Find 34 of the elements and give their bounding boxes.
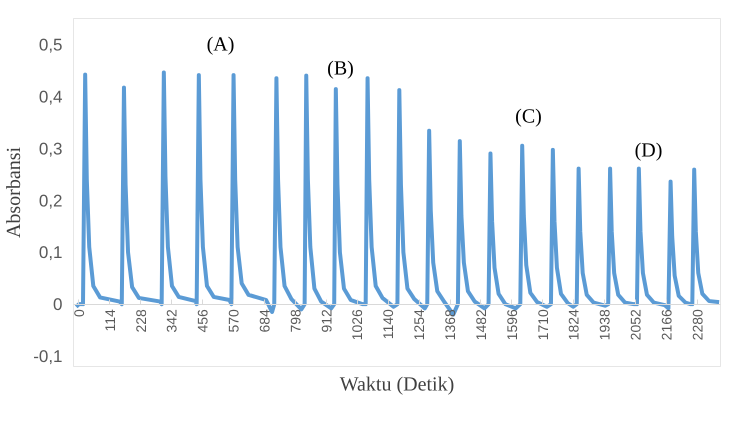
x-tick-label: 912 bbox=[318, 308, 334, 333]
annotation: (B) bbox=[327, 58, 354, 80]
x-tick-label: 0 bbox=[70, 308, 87, 317]
annotation: (A) bbox=[206, 34, 234, 56]
y-tick-label: 0,2 bbox=[38, 191, 63, 210]
y-tick-label: 0,5 bbox=[38, 35, 63, 54]
x-tick-label: 570 bbox=[226, 308, 242, 333]
x-tick-label: 684 bbox=[256, 308, 272, 333]
x-tick-label: 1026 bbox=[349, 308, 366, 340]
x-tick-label: 228 bbox=[132, 308, 149, 333]
x-tick-label: 2052 bbox=[628, 308, 644, 340]
x-tick-label: 114 bbox=[102, 308, 118, 332]
x-tick-label: 342 bbox=[164, 308, 180, 333]
annotation: (C) bbox=[515, 106, 542, 128]
x-tick-label: 456 bbox=[194, 308, 211, 333]
x-axis-title: Waktu (Detik) bbox=[340, 374, 454, 396]
x-tick-label: 798 bbox=[287, 308, 304, 333]
y-axis-title: Absorbansi bbox=[3, 146, 26, 238]
x-tick-label: 1710 bbox=[534, 308, 551, 340]
x-tick-label: 1596 bbox=[504, 308, 520, 340]
y-tick-label: -0,1 bbox=[33, 347, 63, 366]
x-tick-label: 1824 bbox=[566, 308, 582, 340]
x-tick-label: 1140 bbox=[380, 308, 396, 340]
x-tick-label: 2280 bbox=[689, 308, 706, 340]
y-tick-label: 0,1 bbox=[38, 243, 63, 262]
x-tick-label: 1938 bbox=[596, 308, 613, 340]
y-tick-label: 0,4 bbox=[38, 87, 63, 106]
x-tick-label: 1368 bbox=[442, 308, 458, 340]
x-tick-label: 1482 bbox=[472, 308, 489, 340]
x-tick-label: 1254 bbox=[411, 308, 428, 340]
y-tick-label: 0 bbox=[53, 295, 63, 314]
annotation: (D) bbox=[634, 140, 662, 162]
x-tick-label: 2166 bbox=[658, 308, 675, 340]
y-tick-label: 0,3 bbox=[38, 139, 63, 158]
